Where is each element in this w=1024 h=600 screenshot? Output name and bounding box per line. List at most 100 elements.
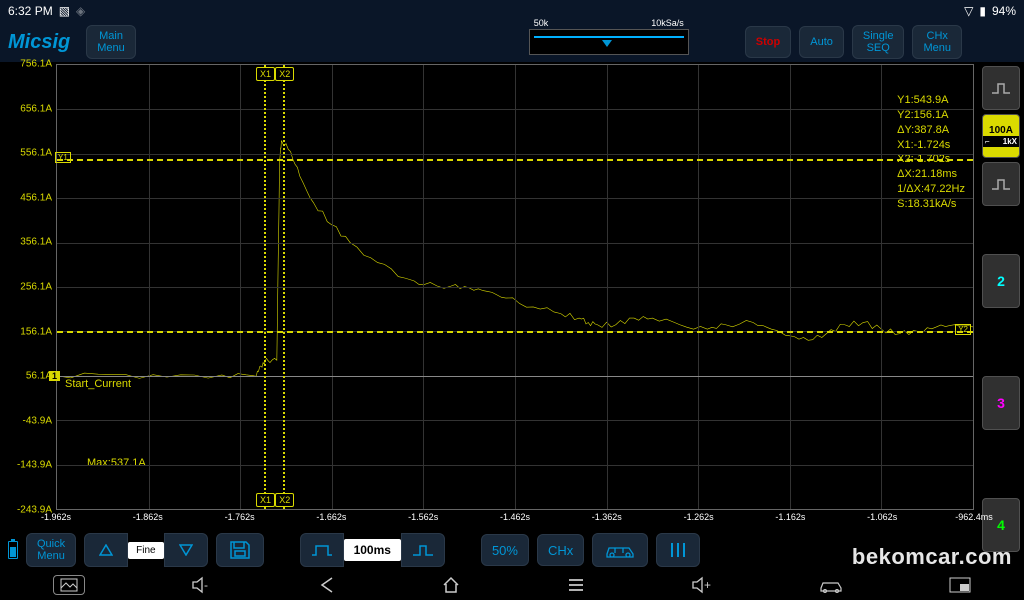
y-tick: -143.9A (17, 460, 52, 471)
triangle-up-icon (99, 544, 113, 556)
y-tick: -43.9A (23, 415, 52, 426)
x-tick: -1.762s (225, 512, 255, 522)
fifty-percent-button[interactable]: 50% (481, 534, 529, 566)
chx-l2: Menu (923, 42, 951, 54)
y-tick: 156.1A (20, 326, 52, 337)
cursor-x2[interactable] (283, 65, 285, 509)
time-scale-value: 100ms (344, 539, 401, 561)
readout-y1: Y1:543.9A (897, 93, 965, 108)
fine-down-button[interactable] (164, 533, 208, 567)
status-bar: 6:32 PM ▧ ◈ ▽ ▮ 94% (0, 0, 1024, 22)
y-tick: 656.1A (20, 103, 52, 114)
timebase-arrow-icon (602, 40, 612, 47)
single-l1: Single (863, 30, 894, 42)
gallery-nav-button[interactable] (53, 575, 85, 595)
ch1-probe: 1kX (1003, 137, 1017, 146)
max-label: Max:537.1A (87, 457, 146, 469)
quick-l2: Menu (37, 550, 65, 562)
svg-text:-: - (204, 578, 208, 592)
y-axis: 756.1A656.1A556.1A456.1A356.1A256.1A156.… (8, 64, 56, 510)
battery-icon (8, 541, 18, 559)
cursor-y1[interactable] (57, 159, 973, 161)
y-tick: 556.1A (20, 148, 52, 159)
cursors-button[interactable] (656, 533, 700, 567)
svg-text:+: + (704, 578, 711, 592)
timebase-left: 50k (534, 18, 549, 28)
readout-x1: X1:-1.724s (897, 138, 965, 153)
y-tick: 756.1A (20, 59, 52, 70)
readout-freq: 1/ΔX:47.22Hz (897, 182, 965, 197)
trace-label: Start_Current (65, 378, 131, 390)
battery-status-icon: ▮ (979, 4, 986, 18)
ch1-zero-line (57, 376, 973, 377)
volume-up-icon: + (690, 576, 712, 594)
time-zoom-out-button[interactable] (300, 533, 344, 567)
y-tick: 456.1A (20, 192, 52, 203)
triangle-down-icon (179, 544, 193, 556)
save-button[interactable] (216, 533, 264, 567)
cursor-x1[interactable] (264, 65, 266, 509)
single-l2: SEQ (867, 42, 890, 54)
pip-button[interactable] (949, 577, 971, 593)
ch1-indicator[interactable]: 100A ⌐1kX (982, 114, 1020, 158)
auto-diag-button[interactable] (592, 533, 648, 567)
readout-dx: ΔX:21.18ms (897, 167, 965, 182)
quick-menu-button[interactable]: Quick Menu (26, 533, 76, 567)
x-axis: -1.962s-1.862s-1.762s-1.662s-1.562s-1.46… (56, 512, 974, 528)
cursor-y1-label: Y1 (55, 152, 71, 163)
ch3-button[interactable]: 3 (982, 376, 1020, 430)
channel-sidebar: 100A ⌐1kX 2 3 4 (978, 62, 1024, 556)
single-seq-button[interactable]: Single SEQ (852, 25, 905, 59)
chx-l1: CHx (927, 30, 948, 42)
home-button[interactable] (441, 576, 461, 594)
timebase-track (534, 36, 684, 38)
timebase-right: 10kSa/s (651, 18, 684, 28)
chx-menu-button[interactable]: CHx Menu (912, 25, 962, 59)
pulse-icon (990, 81, 1012, 95)
grid-line (57, 420, 973, 421)
back-button[interactable] (318, 576, 336, 594)
stop-button[interactable]: Stop (745, 26, 791, 58)
x-tick: -1.862s (133, 512, 163, 522)
cursor-y2[interactable] (57, 331, 973, 333)
ch1-tag: 1 (49, 371, 60, 381)
plot[interactable]: Y1:543.9A Y2:156.1A ΔY:387.8A X1:-1.724s… (56, 64, 974, 510)
x-tick: -1.662s (316, 512, 346, 522)
grid-line (698, 65, 699, 509)
ch1-scale: 100A (989, 125, 1013, 136)
wifi-icon: ▽ (964, 4, 973, 18)
cursor-x2-label-bottom: X2 (275, 493, 294, 507)
auto-button[interactable]: Auto (799, 26, 844, 58)
x-tick: -1.962s (41, 512, 71, 522)
grid-line (57, 465, 973, 466)
grid-line (607, 65, 608, 509)
wifi-weak-icon: ◈ (76, 4, 85, 18)
cursor-readout: Y1:543.9A Y2:156.1A ΔY:387.8A X1:-1.724s… (897, 93, 965, 212)
quick-l1: Quick (37, 538, 65, 550)
home-icon (441, 576, 461, 594)
cursor-x1-label-bottom: X1 (256, 493, 275, 507)
timebase-indicator[interactable]: 50k 10kSa/s (529, 29, 689, 55)
chx-button[interactable]: CHx (537, 534, 584, 566)
coupling-button[interactable] (982, 162, 1020, 206)
top-toolbar: Micsig Main Menu 50k 10kSa/s Stop Auto S… (0, 22, 1024, 62)
time-zoom-in-button[interactable] (401, 533, 445, 567)
x-tick: -1.362s (592, 512, 622, 522)
car-nav-icon (818, 577, 844, 593)
recents-button[interactable] (567, 577, 585, 593)
volume-down-icon: - (190, 576, 212, 594)
readout-dy: ΔY:387.8A (897, 123, 965, 138)
volume-down-button[interactable]: - (190, 576, 212, 594)
volume-up-button[interactable]: + (690, 576, 712, 594)
x-tick: -1.162s (775, 512, 805, 522)
main-menu-button[interactable]: Main Menu (86, 25, 136, 59)
android-nav-bar: - + (0, 570, 1024, 600)
save-icon (228, 539, 252, 561)
back-icon (318, 576, 336, 594)
y-tick: 356.1A (20, 237, 52, 248)
car-nav-button[interactable] (818, 577, 844, 593)
trigger-mode-button[interactable] (982, 66, 1020, 110)
fine-up-button[interactable] (84, 533, 128, 567)
cursor-y2-label: Y2 (955, 324, 971, 335)
ch2-button[interactable]: 2 (982, 254, 1020, 308)
